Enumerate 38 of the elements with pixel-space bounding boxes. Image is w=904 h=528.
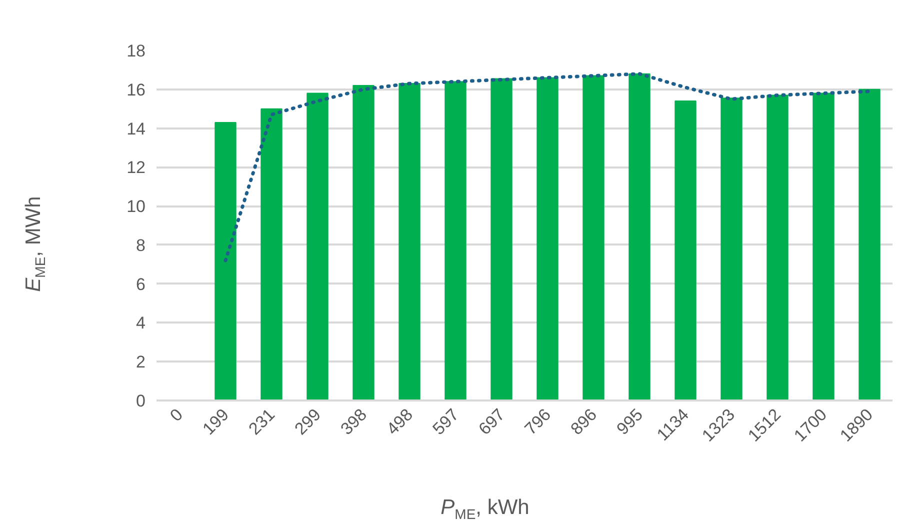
x-tick-label: 299 [291, 405, 325, 439]
x-tick-label: 896 [567, 405, 601, 439]
y-tick-label: 8 [136, 236, 146, 255]
bar [858, 88, 880, 400]
bar [674, 100, 696, 400]
x-tick-label: 199 [199, 405, 233, 439]
y-tick-label: 6 [136, 274, 146, 294]
bar [812, 92, 834, 400]
x-tick-label: 697 [475, 405, 509, 439]
bar [628, 73, 650, 400]
x-tick-label: 231 [245, 405, 279, 439]
x-tick-label: 398 [337, 405, 371, 439]
bar [766, 94, 788, 400]
y-tick-label: 4 [136, 314, 146, 333]
y-tick-label: 10 [126, 197, 146, 216]
bar [444, 81, 466, 400]
bar [214, 122, 236, 400]
bar [582, 75, 604, 400]
bar [306, 92, 328, 400]
y-tick-label: 18 [126, 42, 146, 60]
bar [398, 83, 420, 400]
y-tick-label: 14 [126, 119, 146, 138]
bar [352, 85, 374, 400]
line-series [224, 72, 872, 262]
y-tick-label: 2 [136, 352, 146, 372]
y-tick-label: 0 [136, 392, 146, 410]
x-tick-label: 796 [521, 405, 555, 439]
x-tick-label: 498 [383, 405, 417, 439]
bar [536, 77, 558, 400]
y-tick-label: 16 [126, 80, 146, 100]
x-tick-label: 597 [429, 405, 463, 439]
bar [490, 78, 512, 400]
x-tick-label: 995 [613, 405, 647, 439]
bar [720, 98, 742, 400]
x-axis-title: P$_{ME}$, kWh [440, 495, 530, 524]
y-tick-label: 12 [126, 158, 146, 178]
bar [260, 108, 282, 400]
x-tick-label: 0 [166, 405, 187, 426]
